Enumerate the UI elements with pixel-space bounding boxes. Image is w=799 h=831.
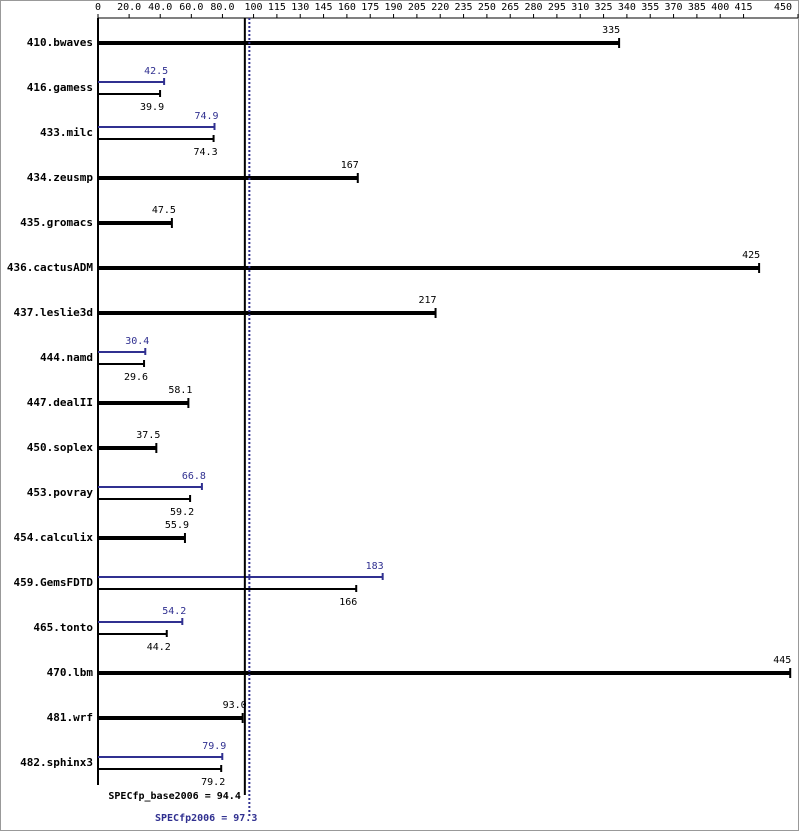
bar xyxy=(98,311,436,315)
x-tick-label: 310 xyxy=(571,2,589,13)
x-tick-label: 0 xyxy=(95,2,101,13)
x-tick-label: 370 xyxy=(665,2,683,13)
bar xyxy=(98,498,191,500)
x-tick-label: 265 xyxy=(501,2,519,13)
value-label: 44.2 xyxy=(147,642,171,653)
value-label: 79.9 xyxy=(202,741,226,752)
value-label: 335 xyxy=(602,25,620,36)
category-label: 481.wrf xyxy=(47,711,93,724)
value-label: 54.2 xyxy=(162,606,186,617)
value-label: 445 xyxy=(773,655,791,666)
category-label: 437.leslie3d xyxy=(14,306,93,319)
category-label: 482.sphinx3 xyxy=(20,756,93,769)
category-label: 459.GemsFDTD xyxy=(14,576,94,589)
x-tick-label: 325 xyxy=(595,2,613,13)
bar xyxy=(98,221,172,225)
value-label: 74.3 xyxy=(194,147,218,158)
value-label: 217 xyxy=(419,295,437,306)
bar xyxy=(98,401,189,405)
category-label: 453.povray xyxy=(27,486,94,499)
bar xyxy=(98,536,185,540)
x-tick-label: 220 xyxy=(431,2,449,13)
x-tick-label: 190 xyxy=(385,2,403,13)
bar xyxy=(98,716,243,720)
x-tick-label: 355 xyxy=(641,2,659,13)
bar xyxy=(98,93,161,95)
category-label: 410.bwaves xyxy=(27,36,93,49)
value-label: 47.5 xyxy=(152,205,176,216)
value-label: 59.2 xyxy=(170,507,194,518)
value-label: 79.2 xyxy=(201,777,225,788)
bar xyxy=(98,351,146,353)
x-tick-label: 175 xyxy=(361,2,379,13)
bar xyxy=(98,671,791,675)
category-label: 416.gamess xyxy=(27,81,93,94)
bar xyxy=(98,446,157,450)
x-tick-label: 145 xyxy=(315,2,333,13)
category-label: 433.milc xyxy=(40,126,93,139)
category-label: 450.soplex xyxy=(27,441,94,454)
x-tick-label: 295 xyxy=(548,2,566,13)
value-label: 30.4 xyxy=(125,336,149,347)
x-tick-label: 100 xyxy=(245,2,263,13)
x-tick-label: 80.0 xyxy=(210,2,234,13)
value-label: 74.9 xyxy=(194,111,218,122)
bar xyxy=(98,621,183,623)
x-tick-label: 115 xyxy=(268,2,286,13)
value-label: 425 xyxy=(742,250,760,261)
category-label: 434.zeusmp xyxy=(27,171,94,184)
bar xyxy=(98,266,760,270)
value-label: 166 xyxy=(339,597,357,608)
x-tick-label: 400 xyxy=(711,2,729,13)
bar xyxy=(98,138,214,140)
category-label: 465.tonto xyxy=(33,621,93,634)
value-label: 183 xyxy=(366,561,384,572)
bar xyxy=(98,363,145,365)
value-label: 66.8 xyxy=(182,471,206,482)
bar xyxy=(98,756,223,758)
bar xyxy=(98,633,167,635)
bar xyxy=(98,176,358,180)
x-tick-label: 20.0 xyxy=(117,2,141,13)
x-tick-label: 130 xyxy=(291,2,309,13)
value-label: 39.9 xyxy=(140,102,164,113)
x-tick-label: 40.0 xyxy=(148,2,172,13)
category-label: 454.calculix xyxy=(14,531,94,544)
reference-label: SPECfp2006 = 97.3 xyxy=(155,813,257,824)
bar xyxy=(98,768,222,770)
category-label: 436.cactusADM xyxy=(7,261,93,274)
x-tick-label: 250 xyxy=(478,2,496,13)
bar xyxy=(98,588,357,590)
category-label: 447.dealII xyxy=(27,396,93,409)
category-label: 470.lbm xyxy=(47,666,94,679)
bar xyxy=(98,81,165,83)
value-label: 58.1 xyxy=(168,385,192,396)
x-tick-label: 415 xyxy=(735,2,753,13)
x-tick-label: 160 xyxy=(338,2,356,13)
x-tick-label: 235 xyxy=(455,2,473,13)
value-label: 167 xyxy=(341,160,359,171)
value-label: 93.0 xyxy=(223,700,247,711)
value-label: 55.9 xyxy=(165,520,189,531)
category-label: 435.gromacs xyxy=(20,216,93,229)
value-label: 29.6 xyxy=(124,372,148,383)
bar xyxy=(98,41,620,45)
x-tick-label: 385 xyxy=(688,2,706,13)
bar xyxy=(98,576,383,578)
x-tick-label: 60.0 xyxy=(179,2,203,13)
x-tick-label: 450 xyxy=(774,2,792,13)
bar xyxy=(98,126,215,128)
value-label: 37.5 xyxy=(136,430,160,441)
reference-label: SPECfp_base2006 = 94.4 xyxy=(108,791,240,802)
x-tick-label: 205 xyxy=(408,2,426,13)
x-tick-label: 340 xyxy=(618,2,636,13)
x-tick-label: 280 xyxy=(525,2,543,13)
category-label: 444.namd xyxy=(40,351,93,364)
value-label: 42.5 xyxy=(144,66,168,77)
bar xyxy=(98,486,202,488)
